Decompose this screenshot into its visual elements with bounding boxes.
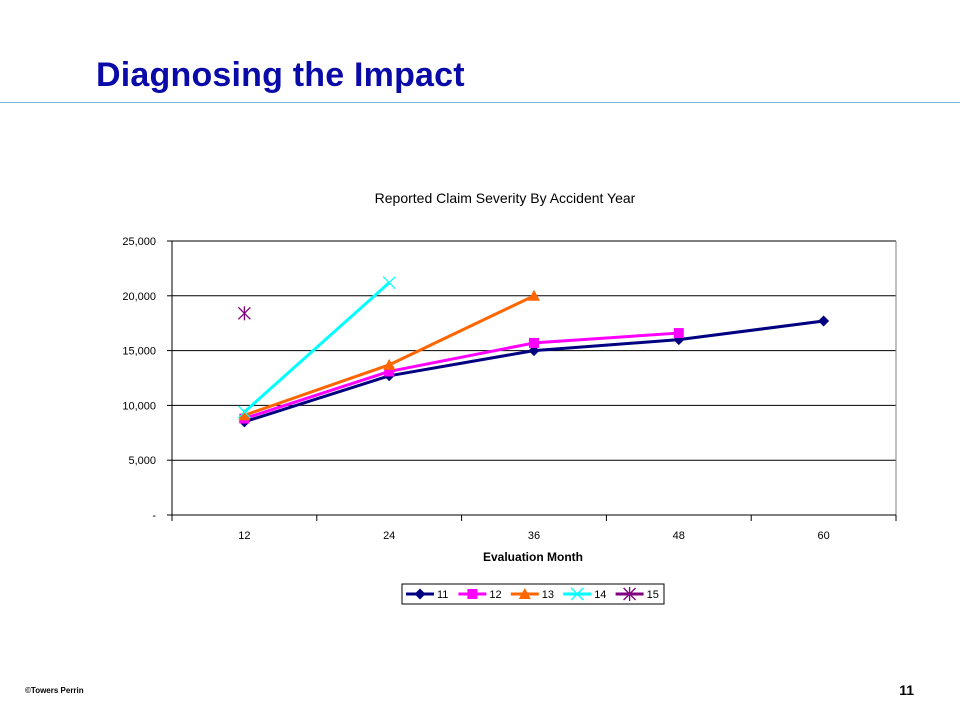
- series-15: [237, 306, 251, 321]
- x-axis-label: Evaluation Month: [483, 550, 583, 564]
- legend-label: 12: [489, 589, 501, 601]
- page-number: 11: [899, 682, 914, 698]
- x-tick-label: 36: [528, 530, 540, 542]
- series-12-line: [243, 331, 679, 420]
- series-13-point: [383, 358, 396, 370]
- legend-swatch-marker: [467, 589, 478, 599]
- y-tick-label: 10,000: [122, 400, 156, 412]
- x-tick-label: 60: [817, 530, 829, 542]
- y-tick-label: 15,000: [122, 346, 156, 358]
- legend-item-15: 15: [615, 587, 659, 601]
- y-tick-label: -: [152, 510, 156, 522]
- series-14: [237, 276, 396, 419]
- x-tick-label: 48: [673, 530, 685, 542]
- series-12-point: [673, 328, 684, 339]
- series-lines: [237, 276, 830, 428]
- series-12: [239, 328, 684, 424]
- series-12-point: [384, 366, 395, 377]
- series-14-point: [382, 276, 396, 290]
- legend-item-11: 11: [406, 588, 448, 601]
- series-14-point: [237, 405, 251, 419]
- chart-title: Reported Claim Severity By Accident Year: [375, 190, 636, 206]
- series-12-point: [529, 337, 539, 348]
- slide-title: Diagnosing the Impact: [96, 56, 465, 94]
- series-13-line: [243, 294, 535, 417]
- x-tick-label: 12: [238, 530, 250, 542]
- legend-swatch-marker: [623, 587, 637, 601]
- y-tick-label: 5,000: [128, 455, 156, 467]
- legend-label: 14: [594, 589, 606, 601]
- title-divider: [0, 102, 960, 103]
- footer-copyright: ©Towers Perrin: [25, 686, 84, 695]
- series-13-point: [238, 409, 251, 421]
- legend-label: 15: [647, 589, 659, 601]
- x-tick-label: 24: [383, 530, 395, 542]
- series-13: [238, 289, 540, 421]
- legend-swatch-marker: [414, 588, 426, 600]
- series-13-point: [528, 289, 540, 301]
- series-15-point: [237, 306, 251, 321]
- legend-item-12: 12: [458, 589, 502, 601]
- legend-label: 13: [542, 589, 554, 601]
- y-tick-label: 25,000: [122, 236, 156, 248]
- legend: 11 12 13 14 15: [401, 583, 665, 605]
- legend-swatch-marker: [518, 588, 531, 599]
- legend-item-13: 13: [510, 588, 554, 601]
- legend-item-14: 14: [563, 587, 606, 601]
- axes: - 5,000 10,000 15,000 20,000 25,000 12 24 36 48 60: [122, 236, 897, 542]
- series-11-point: [818, 315, 830, 327]
- y-tick-label: 20,000: [122, 291, 156, 303]
- series-11: [238, 315, 830, 428]
- legend-label: 11: [437, 589, 448, 601]
- legend-swatch-marker: [570, 587, 584, 601]
- series-14-line: [243, 281, 391, 414]
